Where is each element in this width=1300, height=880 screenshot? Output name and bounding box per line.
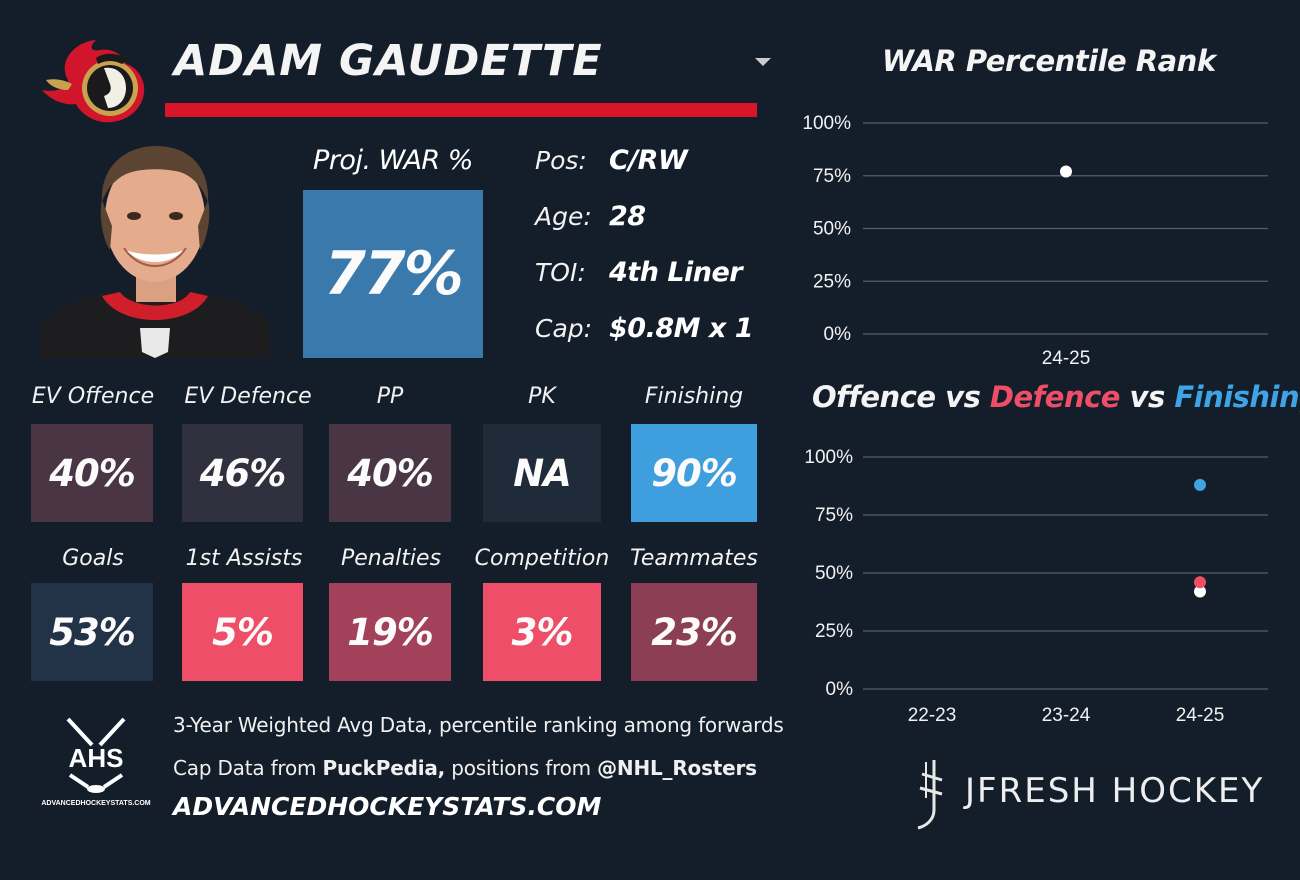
pp-tile: 40% — [329, 424, 451, 522]
x-tick-label: 22-23 — [908, 705, 957, 726]
header-divider — [165, 103, 757, 117]
y-tick-label: 75% — [813, 166, 851, 187]
data-point — [1194, 576, 1206, 589]
footer-sources-middle: positions from — [445, 756, 598, 780]
war-percentile-chart: 0% 25% 50% 75% 100% 24-25 — [802, 113, 1268, 369]
pos-value: C/RW — [609, 145, 688, 176]
age-value: 28 — [609, 201, 646, 232]
ahs-logo-subtext: ADVANCEDHOCKEYSTATS.COM — [41, 800, 150, 807]
pp-label: PP — [376, 384, 404, 409]
y-tick-label: 0% — [824, 324, 852, 345]
pp-value: 40% — [347, 451, 434, 495]
y-tick-label: 100% — [802, 113, 851, 134]
brand-name: JFRESH HOCKEY — [965, 771, 1265, 811]
goals-value: 53% — [49, 610, 136, 654]
toi-label: TOI: — [535, 258, 586, 287]
teammates-value: 23% — [651, 610, 738, 654]
competition-value: 3% — [511, 610, 574, 654]
penalties-label: Penalties — [340, 546, 442, 571]
y-tick-label: 25% — [815, 621, 853, 642]
offence-defence-finishing-chart: 0% 25% 50% 75% 100% 22-23 23-24 24-25 — [804, 447, 1268, 726]
first-assists-label: 1st Assists — [185, 546, 303, 571]
competition-tile: 3% — [483, 583, 601, 681]
ovd-title-part: Offence — [812, 380, 936, 414]
ottawa-senators-logo-icon — [42, 40, 145, 123]
proj-war-label: Proj. WAR % — [313, 145, 473, 176]
x-tick-label: 24-25 — [1042, 348, 1091, 369]
data-point — [1194, 585, 1206, 598]
finishing-value: 90% — [651, 451, 738, 495]
first-assists-value: 5% — [212, 610, 274, 654]
y-tick-label: 50% — [813, 219, 851, 240]
cap-value: $0.8M x 1 — [609, 313, 754, 344]
nhl-rosters-link[interactable]: @NHL_Rosters — [597, 756, 757, 780]
age-label: Age: — [535, 202, 592, 231]
y-tick-label: 25% — [813, 271, 851, 292]
ev-offence-tile: 40% — [31, 424, 153, 522]
footer-sources: Cap Data from PuckPedia, positions from … — [173, 756, 757, 780]
data-point — [1194, 478, 1206, 491]
ovd-title-part: Finishing — [1174, 380, 1300, 414]
proj-war-tile: 77% — [303, 190, 483, 358]
ev-defence-label: EV Defence — [184, 384, 312, 409]
penalties-tile: 19% — [329, 583, 451, 681]
toi-value: 4th Liner — [609, 257, 743, 288]
teammates-label: Teammates — [630, 546, 758, 571]
ev-offence-label: EV Offence — [31, 384, 155, 409]
player-headshot — [40, 146, 270, 358]
penalties-value: 19% — [347, 610, 434, 654]
proj-war-value: 77% — [324, 239, 464, 309]
ovd-title-part: vs — [935, 380, 990, 414]
ev-defence-tile: 46% — [182, 424, 303, 522]
puckpedia-link[interactable]: PuckPedia, — [322, 756, 446, 780]
pos-label: Pos: — [535, 146, 587, 175]
pk-label: PK — [528, 384, 556, 409]
ovd-title-part: Defence — [989, 380, 1121, 414]
finishing-tile: 90% — [631, 424, 757, 522]
ev-offence-value: 40% — [49, 451, 136, 495]
footer-sources-prefix: Cap Data from — [173, 756, 323, 780]
pk-tile: NA — [483, 424, 601, 522]
ev-defence-value: 46% — [199, 451, 287, 495]
cap-label: Cap: — [535, 314, 593, 343]
jfresh-logo-icon — [917, 760, 943, 830]
goals-tile: 53% — [31, 583, 153, 681]
competition-label: Competition — [474, 546, 610, 571]
y-tick-label: 50% — [815, 563, 853, 584]
y-tick-label: 75% — [815, 505, 853, 526]
chevron-down-icon[interactable] — [754, 57, 772, 67]
finishing-label: Finishing — [644, 384, 744, 409]
x-tick-label: 23-24 — [1042, 705, 1091, 726]
ovd-title-part: vs — [1119, 380, 1175, 414]
x-tick-label: 24-25 — [1176, 705, 1225, 726]
pk-value: NA — [513, 451, 572, 495]
teammates-tile: 23% — [631, 583, 757, 681]
data-point — [1060, 165, 1072, 178]
site-link[interactable]: ADVANCEDHOCKEYSTATS.COM — [173, 792, 602, 821]
ovd-chart-title: Offence vs Defence vs Finishing — [812, 380, 1300, 414]
ahs-logo-text: AHS — [69, 743, 124, 773]
y-tick-label: 100% — [804, 447, 853, 468]
player-name: ADAM GAUDETTE — [174, 36, 603, 86]
first-assists-tile: 5% — [182, 583, 303, 681]
footer-note: 3-Year Weighted Avg Data, percentile ran… — [173, 713, 784, 737]
y-tick-label: 0% — [826, 679, 854, 700]
ahs-logo-icon: AHS ADVANCEDHOCKEYSTATS.COM — [41, 717, 151, 807]
war-chart-title: WAR Percentile Rank — [882, 44, 1216, 78]
goals-label: Goals — [62, 546, 124, 571]
